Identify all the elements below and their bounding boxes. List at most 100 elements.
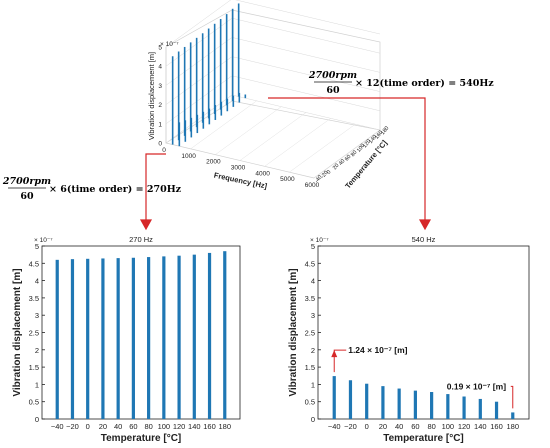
right-chart-annotation-arrowhead <box>331 350 338 358</box>
right-chart-bar <box>494 401 499 419</box>
right-chart-xtick-label: 80 <box>427 422 435 431</box>
overview-x-gridline <box>190 100 257 149</box>
overview-z-tick-label: 4 <box>158 64 162 71</box>
overview-z-axis-label: Vibration displacement [m] <box>147 52 156 140</box>
left-chart-exponent-label: × 10⁻⁷ <box>34 237 53 244</box>
overview-tick-labels: 0123450100020003000400050006000-40-20020… <box>158 45 390 190</box>
left-chart-bar <box>192 254 196 419</box>
left-chart-bar <box>101 258 105 419</box>
left-chart-xlabel: Temperature [°C] <box>101 433 182 444</box>
right-chart-ytick-label: 1.5 <box>305 363 315 372</box>
right-chart-xtick-label: 120 <box>458 422 471 431</box>
left-chart-ylabel: Vibration displacement [m] <box>12 268 23 396</box>
arrow-to-540-head <box>418 219 432 231</box>
left-chart-xtick-label: 0 <box>86 422 90 431</box>
right-chart-ytick-label: 4 <box>311 277 315 286</box>
overview-x-tick-label: 4000 <box>255 170 270 177</box>
overview-y-tick-label: 100 <box>356 143 367 154</box>
right-chart-bar <box>430 392 434 419</box>
left-chart-bar <box>116 258 120 419</box>
left-chart-ytick-label: 2.5 <box>29 329 39 338</box>
formula-270-numerator: 2700rpm <box>2 176 51 187</box>
overview-x-tick-label: 6000 <box>305 182 320 189</box>
left-chart-bar <box>162 256 166 419</box>
overview-box-walls <box>165 9 381 179</box>
overview-y-tick-label: -40 <box>314 174 324 184</box>
right-chart-title: 540 Hz <box>412 235 436 244</box>
overview-x-tick-label: 0 <box>162 147 166 154</box>
arrow-to-540-chart <box>268 97 426 222</box>
right-chart-plot-frame <box>317 245 530 420</box>
right-chart-xtick-label: −40 <box>328 422 341 431</box>
right-chart-bar <box>381 386 385 419</box>
right-chart-bar <box>397 388 401 419</box>
right-chart-ytick-label: 3 <box>311 311 315 320</box>
left-chart-title: 270 Hz <box>129 235 153 244</box>
right-chart-bar <box>413 390 417 419</box>
overview-bars <box>171 3 247 147</box>
overview-x-tick-label: 5000 <box>280 176 295 183</box>
right-chart-bar <box>478 398 482 419</box>
right-chart-ytick-label: 2 <box>311 346 315 355</box>
right-chart-bar <box>365 383 369 419</box>
overview-x-tick-label: 1000 <box>181 153 196 160</box>
left-chart-bar <box>86 258 90 419</box>
right-chart-xtick-label: 60 <box>411 422 419 431</box>
left-chart-xtick-label: 140 <box>188 422 201 431</box>
left-chart-xtick-label: −40 <box>51 422 64 431</box>
overview-y-tick-label: 20 <box>332 163 341 172</box>
left-chart-bar <box>177 255 181 419</box>
overview-x-gridline <box>215 106 282 155</box>
right-chart-ytick-label: 0.5 <box>305 398 315 407</box>
left-chart-xtick-label: 120 <box>173 422 186 431</box>
overview-3d-chart: 0123450100020003000400050006000-40-20020… <box>147 0 390 191</box>
left-chart-ytick-label: 4 <box>35 277 39 286</box>
left-chart-bar <box>70 259 75 419</box>
left-chart-xtick-label: 40 <box>114 422 122 431</box>
left-chart-bar <box>223 251 227 419</box>
right-chart-ytick-label: 0 <box>311 415 315 424</box>
bar-chart-270hz: 00.511.522.533.544.55−40 −20 0 20 40 60 80 100 1… <box>12 235 241 444</box>
left-chart-xtick-label: 80 <box>144 422 152 431</box>
left-chart-plot-frame <box>41 245 241 420</box>
left-chart-bar <box>147 257 151 419</box>
overview-z-gridline <box>165 0 381 48</box>
overview-x-gridline <box>289 124 356 173</box>
formula-270: 2700rpm 60 × 6(time order) = 270Hz <box>2 176 182 202</box>
overview-z-tick-label: 2 <box>158 102 162 109</box>
right-chart-ylabel: Vibration displacement [m] <box>288 268 299 396</box>
right-chart-ytick-label: 3.5 <box>305 294 315 303</box>
left-chart-ytick-label: 2 <box>35 346 39 355</box>
overview-x-tick-label: 3000 <box>231 165 246 172</box>
formula-540: 2700rpm 60 × 12(time order) = 540Hz <box>308 70 494 96</box>
overview-y-tick-label: 120 <box>362 138 373 149</box>
right-chart-xtick-label: 0 <box>365 422 369 431</box>
arrow-to-270-head <box>139 219 153 231</box>
right-chart-annotation-label: 1.24 × 10⁻⁷ [m] <box>348 345 407 355</box>
formula-270-denominator: 60 <box>20 191 34 202</box>
left-chart-xtick-label: 160 <box>203 422 216 431</box>
overview-z-tick-label: 5 <box>158 45 162 52</box>
left-chart-ytick-label: 3.5 <box>29 294 39 303</box>
right-chart-ytick-label: 2.5 <box>305 329 315 338</box>
right-chart-xlabel: Temperature [°C] <box>383 433 464 444</box>
formula-540-numerator: 2700rpm <box>308 70 357 81</box>
overview-y-tick-label: -20 <box>320 170 330 180</box>
left-chart-ytick-label: 3 <box>35 311 39 320</box>
connector-arrows <box>139 97 432 231</box>
left-chart-bar <box>131 257 135 419</box>
left-chart-ytick-label: 4.5 <box>29 259 39 268</box>
right-chart-xtick-label: 40 <box>395 422 403 431</box>
bar-chart-540hz: 00.511.522.533.544.55−40 −20 0 20 40 60 80 100 1… <box>288 235 530 444</box>
right-chart-xtick-label: 100 <box>442 422 455 431</box>
right-chart-xtick-label: 160 <box>490 422 503 431</box>
overview-y-tick-label: 160 <box>374 130 385 141</box>
left-chart-ytick-label: 5 <box>35 242 39 251</box>
overview-y-tick-label: 140 <box>368 134 379 145</box>
overview-z-tick-label: 0 <box>158 141 162 148</box>
formula-540-rest: × 12(time order) = 540Hz <box>355 78 494 89</box>
overview-y-tick-label: 40 <box>338 158 347 167</box>
right-chart-annotation-label: 0.19 × 10⁻⁷ [m] <box>447 381 506 391</box>
left-chart-bar <box>55 259 59 419</box>
